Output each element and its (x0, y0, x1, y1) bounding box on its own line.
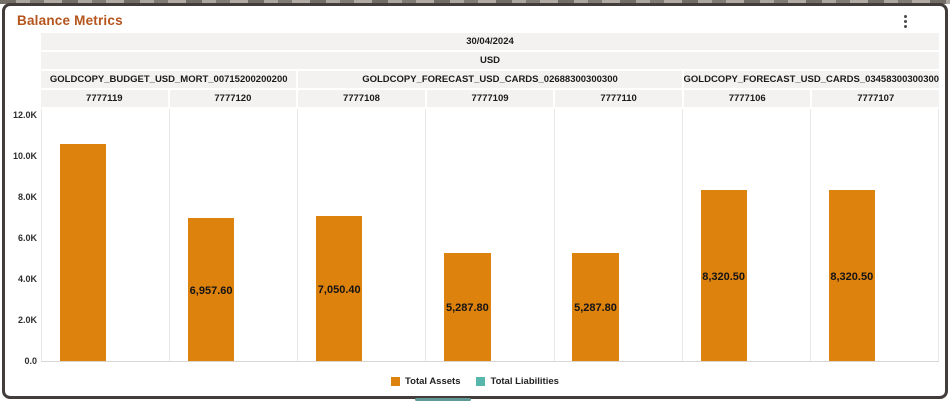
account-header-cell: 7777107 (812, 90, 940, 107)
bar-total-assets-7777110[interactable] (572, 252, 619, 361)
bar-chart: 30/04/2024 USD GOLDCOPY_BUDGET_USD_MORT_… (11, 33, 940, 392)
plot-column-7777108: 7,050.40 (298, 109, 427, 361)
bar-value-label: 7,050.40 (317, 283, 361, 296)
bar-value-label: 6,957.60 (189, 284, 233, 297)
bar-total-assets-7777119[interactable] (59, 144, 107, 361)
legend-item-total-assets[interactable]: Total Assets (391, 376, 460, 387)
widget-header: Balance Metrics (5, 6, 945, 33)
plot-column-7777106: 8,320.50 (683, 109, 811, 361)
bar-total-assets-7777109[interactable] (444, 252, 491, 361)
bar-value-label: 5,287.80 (574, 301, 617, 314)
kebab-menu-icon[interactable] (898, 13, 912, 29)
y-axis-tick-label: 4.0K (17, 274, 37, 284)
legend-label: Total Liabilities (490, 375, 559, 387)
balance-metrics-widget: Balance Metrics 30/04/2024 USD GOLDCOPY_… (2, 3, 948, 399)
bar-total-assets-7777106[interactable] (700, 190, 747, 361)
bar-total-assets-7777120[interactable] (187, 218, 235, 361)
bar-value-label: 8,320.50 (830, 270, 874, 283)
chart-legend: Total Assets Total Liabilities (11, 373, 939, 389)
account-header-cell: 7777109 (426, 90, 554, 107)
page-behind-scrollbar-fragment (415, 398, 471, 401)
plot-column-7777110: 5,287.80 (555, 109, 683, 361)
header-row-date: 30/04/2024 (41, 33, 939, 50)
y-axis-tick-label: 0.0 (24, 356, 37, 366)
legend-label: Total Assets (405, 375, 461, 387)
bar-total-assets-7777108[interactable] (316, 216, 363, 361)
legend-swatch-icon (476, 376, 486, 386)
group-header-cell: GOLDCOPY_FORECAST_USD_CARDS_026883003003… (298, 71, 682, 88)
plot-column-7777107: 8,320.50 (811, 109, 939, 361)
account-header-cell: 7777106 (683, 90, 811, 107)
bar-total-assets-7777107[interactable] (828, 190, 876, 361)
page-behind-edge (0, 0, 950, 4)
account-header-cell: 7777119 (41, 90, 168, 107)
y-axis-tick-label: 2.0K (17, 315, 37, 325)
plot-column-7777119 (41, 109, 171, 361)
account-header-cell: 7777120 (169, 90, 297, 107)
account-header-cell: 7777108 (298, 90, 425, 107)
account-header-cell: 7777110 (555, 90, 682, 107)
y-axis-tick-label: 6.0K (17, 233, 37, 243)
y-axis-tick-label: 8.0K (17, 192, 37, 202)
plot-area: 6,957.60 7,050.40 5,287.80 5,287.80 8,320.50… (41, 109, 939, 362)
plot-column-7777120: 6,957.60 (170, 109, 299, 361)
header-row-currency: USD (41, 52, 939, 69)
date-header-cell: 30/04/2024 (41, 33, 939, 50)
group-header-cell: GOLDCOPY_BUDGET_USD_MORT_00715200200200 (41, 71, 297, 88)
widget-title: Balance Metrics (17, 13, 123, 28)
legend-swatch-icon (391, 376, 401, 386)
plot-column-7777109: 5,287.80 (426, 109, 555, 361)
header-row-groups: GOLDCOPY_BUDGET_USD_MORT_00715200200200 G… (41, 71, 939, 88)
header-row-accounts: 7777119 7777120 7777108 7777109 7777110 77771… (41, 90, 940, 107)
legend-item-total-liabilities[interactable]: Total Liabilities (476, 375, 559, 387)
y-axis-tick-label: 12.0K (12, 110, 37, 120)
y-axis-tick-label: 10.0K (12, 151, 37, 161)
bar-value-label: 8,320.50 (702, 270, 746, 283)
group-header-cell: GOLDCOPY_FORECAST_USD_CARDS_034583003003… (683, 71, 939, 88)
bar-value-label: 5,287.80 (445, 301, 489, 314)
currency-header-cell: USD (41, 52, 939, 69)
